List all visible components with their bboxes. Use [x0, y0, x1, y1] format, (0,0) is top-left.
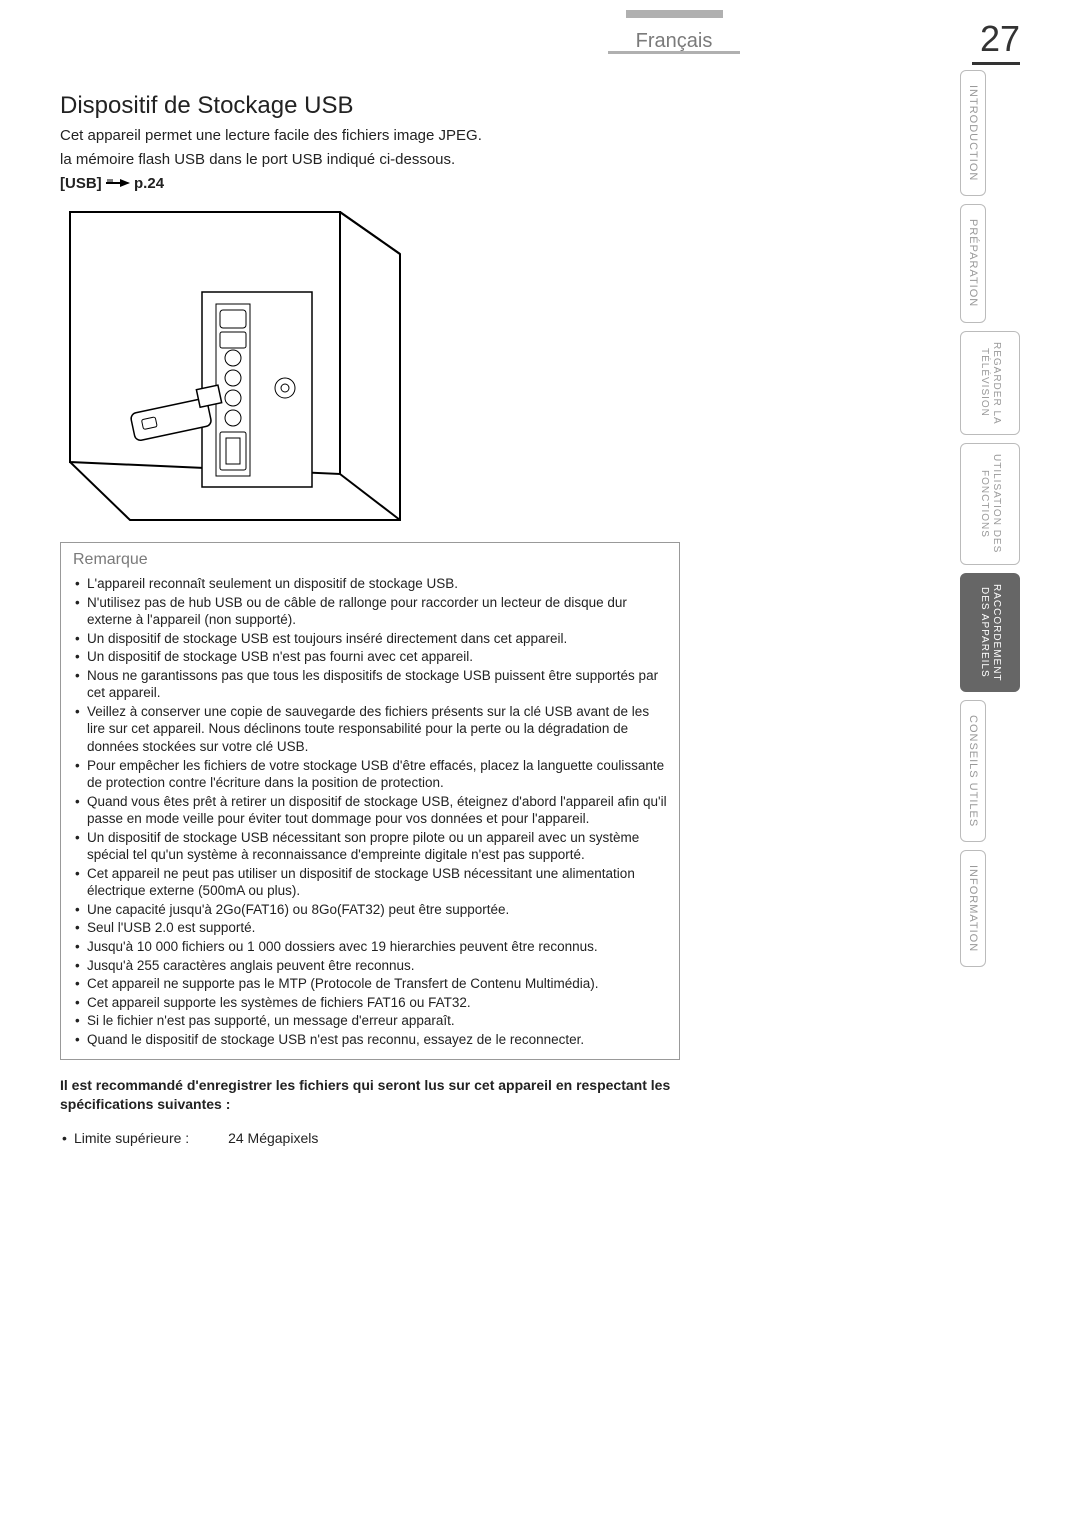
side-tab[interactable]: DES APPAREILSRACCORDEMENT	[960, 573, 1020, 693]
remarque-box: Remarque L'appareil reconnaît seulement …	[60, 542, 680, 1060]
remarque-item: Si le fichier n'est pas supporté, un mes…	[73, 1012, 667, 1030]
remarque-item: L'appareil reconnaît seulement un dispos…	[73, 575, 667, 593]
reference-page: p.24	[134, 175, 164, 192]
side-tab-label: FONCTIONS	[978, 470, 990, 538]
recommendation-text: Il est recommandé d'enregistrer les fich…	[60, 1076, 680, 1114]
remarque-item: N'utilisez pas de hub USB ou de câble de…	[73, 594, 667, 629]
side-tab-label: DES APPAREILS	[978, 587, 990, 678]
arrow-icon	[106, 175, 130, 192]
remarque-item: Un dispositif de stockage USB n'est pas …	[73, 648, 667, 666]
remarque-item: Une capacité jusqu'à 2Go(FAT16) ou 8Go(F…	[73, 901, 667, 919]
remarque-item: Nous ne garantissons pas que tous les di…	[73, 667, 667, 702]
remarque-item: Quand vous êtes prêt à retirer un dispos…	[73, 793, 667, 828]
side-tab[interactable]: PRÉPARATION	[960, 204, 986, 322]
section-heading: Dispositif de Stockage USB	[60, 92, 680, 120]
intro-text-1: Cet appareil permet une lecture facile d…	[60, 126, 680, 146]
remarque-item: Seul l'USB 2.0 est supporté.	[73, 919, 667, 937]
side-tab[interactable]: TÉLÉVISIONREGARDER LA	[960, 331, 1020, 436]
remarque-item: Jusqu'à 10 000 fichiers ou 1 000 dossier…	[73, 938, 667, 956]
page-number: 27	[972, 18, 1020, 65]
remarque-item: Cet appareil ne peut pas utiliser un dis…	[73, 865, 667, 900]
side-tab[interactable]: INTRODUCTION	[960, 70, 986, 196]
language-tab: Français	[608, 26, 740, 54]
top-bar-decoration	[626, 10, 723, 18]
manual-page: Français 27 Dispositif de Stockage USB C…	[0, 0, 1080, 1530]
remarque-list: L'appareil reconnaît seulement un dispos…	[73, 575, 667, 1048]
remarque-item: Cet appareil supporte les systèmes de fi…	[73, 994, 667, 1012]
remarque-item: Quand le dispositif de stockage USB n'es…	[73, 1031, 667, 1049]
remarque-item: Jusqu'à 255 caractères anglais peuvent ê…	[73, 957, 667, 975]
remarque-title: Remarque	[73, 551, 667, 569]
reference-label: [USB]	[60, 175, 102, 192]
side-tab-label: REGARDER LA	[990, 342, 1002, 425]
remarque-item: Cet appareil ne supporte pas le MTP (Pro…	[73, 975, 667, 993]
side-tab-label: RACCORDEMENT	[990, 584, 1002, 682]
side-tab[interactable]: INFORMATION	[960, 850, 986, 967]
reference-line: [USB] p.24	[60, 175, 680, 193]
side-tab-label: TÉLÉVISION	[978, 348, 990, 417]
spec-item: Limite supérieure : 24 Mégapixels	[60, 1130, 680, 1146]
remarque-item: Veillez à conserver une copie de sauvega…	[73, 703, 667, 756]
intro-text-2: la mémoire flash USB dans le port USB in…	[60, 150, 680, 170]
remarque-item: Un dispositif de stockage USB nécessitan…	[73, 829, 667, 864]
remarque-item: Un dispositif de stockage USB est toujou…	[73, 630, 667, 648]
spec-list: Limite supérieure : 24 Mégapixels	[60, 1130, 680, 1146]
content-column: Dispositif de Stockage USB Cet appareil …	[60, 92, 680, 1146]
side-tab[interactable]: CONSEILS UTILES	[960, 700, 986, 842]
side-tabs: INTRODUCTION PRÉPARATION TÉLÉVISIONREGARDE…	[960, 70, 1020, 975]
usb-port-illustration	[60, 202, 440, 532]
spec-label: Limite supérieure :	[74, 1130, 189, 1146]
spec-value: 24 Mégapixels	[228, 1130, 318, 1146]
top-bar	[0, 0, 1080, 26]
side-tab[interactable]: FONCTIONSUTILISATION DES	[960, 443, 1020, 564]
remarque-item: Pour empêcher les fichiers de votre stoc…	[73, 757, 667, 792]
side-tab-label: UTILISATION DES	[990, 454, 1002, 553]
